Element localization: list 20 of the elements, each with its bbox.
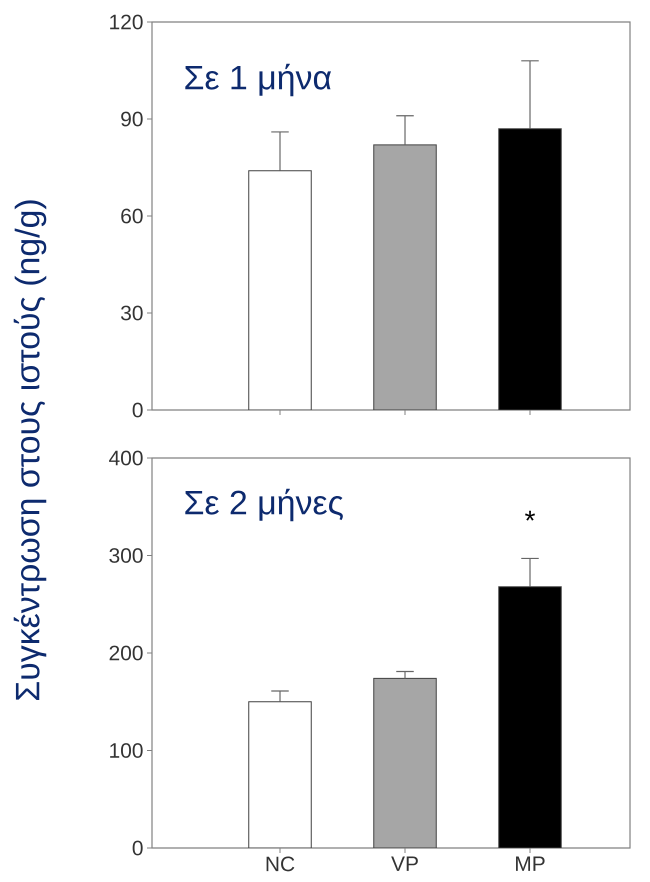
- bar: [248, 170, 312, 410]
- annotation: *: [525, 510, 535, 521]
- y-tick-label: 100: [110, 743, 143, 758]
- y-tick-label: 30: [121, 306, 143, 320]
- text: Σε 1 μήνα: [185, 64, 332, 96]
- bar: [498, 128, 562, 410]
- y-tick-label: 200: [110, 646, 143, 660]
- x-tick-label: VP: [391, 856, 418, 871]
- y-tick-label: 60: [121, 208, 143, 224]
- y-tick-label: 0: [132, 840, 143, 856]
- y-axis-title: Συγκέντρωση στους ιστούς (ng/g): [14, 200, 46, 700]
- y-tick-label: 400: [109, 450, 143, 466]
- x-tick-label: MP: [516, 856, 545, 871]
- y-tick-label: 0: [132, 402, 143, 418]
- bar: [373, 144, 437, 410]
- x-tick-label: NC: [266, 856, 294, 872]
- y-tick-label: 300: [109, 548, 143, 563]
- y-tick-label: 120: [110, 14, 143, 30]
- y-tick-label: 90: [121, 112, 143, 126]
- text: Σε 2 μήνες: [185, 488, 343, 522]
